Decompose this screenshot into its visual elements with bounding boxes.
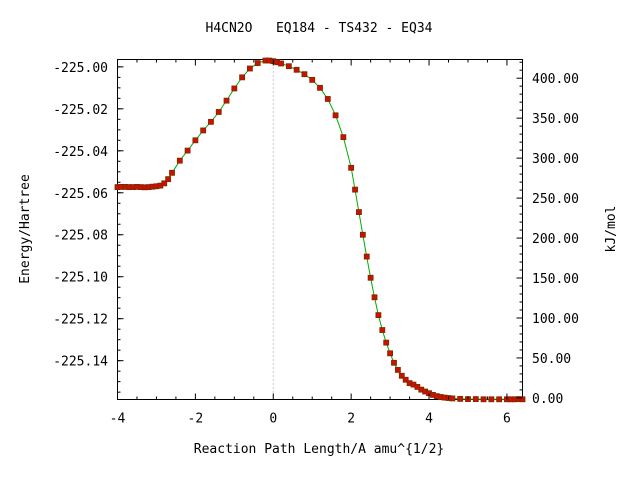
data-point — [247, 65, 253, 72]
plot-area — [114, 57, 526, 403]
data-point — [379, 327, 386, 333]
data-point — [285, 63, 292, 70]
data-point — [278, 60, 284, 67]
y2-tick-label: 300.00 — [532, 152, 579, 167]
data-point — [402, 376, 409, 383]
y2-axis-label: kJ/mol — [604, 206, 619, 253]
data-point — [231, 85, 238, 92]
data-point — [488, 396, 495, 403]
data-point — [348, 164, 355, 171]
data-point — [356, 209, 362, 215]
y-tick-label: -225.14 — [53, 355, 108, 370]
data-point — [359, 231, 366, 238]
data-point — [161, 180, 168, 187]
data-point — [293, 66, 300, 73]
data-point — [363, 253, 370, 260]
data-point — [496, 396, 503, 403]
data-point — [375, 312, 382, 319]
data-point — [457, 395, 464, 402]
x-tick-label: 6 — [503, 412, 511, 427]
x-axis-label: Reaction Path Length/A amu^{1/2} — [194, 442, 444, 457]
x-tick-label: -4 — [110, 412, 126, 427]
data-point — [371, 294, 378, 301]
data-point — [519, 396, 526, 403]
data-point — [223, 97, 230, 104]
data-point — [394, 367, 401, 373]
y-tick-label: -225.00 — [53, 61, 108, 76]
y-tick-label: -225.08 — [53, 229, 108, 244]
plot-frame — [117, 59, 523, 400]
x-axis: -4 -2 0 2 4 6 — [110, 59, 511, 427]
y-tick-label: -225.04 — [53, 145, 108, 160]
data-point — [480, 396, 487, 403]
y-tick-label: -225.06 — [53, 187, 108, 202]
data-point — [254, 60, 261, 66]
data-point — [192, 137, 199, 144]
data-point — [317, 84, 323, 91]
data-point — [352, 186, 358, 193]
series-markers — [114, 57, 526, 403]
data-point — [449, 395, 456, 402]
data-point — [324, 96, 331, 102]
data-point — [176, 157, 183, 164]
data-point — [367, 274, 374, 281]
data-point — [169, 169, 175, 176]
data-point — [391, 359, 397, 366]
data-point — [340, 134, 347, 141]
data-point — [184, 147, 191, 154]
data-point — [239, 74, 246, 81]
y-tick-label: -225.12 — [53, 313, 108, 328]
x-tick-label: -2 — [188, 412, 204, 427]
data-point — [301, 71, 308, 78]
data-point — [472, 396, 479, 402]
chart-title: H4CN2O EQ184 - TS432 - EQ34 — [206, 21, 433, 36]
data-point — [208, 118, 214, 125]
y-axis-right: 0.00 50.00 100.00 150.00 200.00 250.00 300.00 3… — [516, 61, 579, 407]
y-tick-label: -225.02 — [53, 103, 108, 118]
data-point — [383, 339, 390, 346]
y2-tick-label: 150.00 — [532, 272, 579, 287]
data-point — [200, 127, 207, 134]
x-tick-label: 2 — [347, 412, 355, 427]
y-axis-label: Energy/Hartree — [18, 174, 33, 284]
series-line — [117, 60, 523, 400]
y2-tick-label: 250.00 — [532, 192, 579, 207]
x-tick-label: 0 — [269, 412, 277, 427]
data-point — [387, 350, 393, 357]
y2-tick-label: 0.00 — [532, 392, 563, 407]
data-point — [309, 76, 316, 83]
y2-tick-label: 100.00 — [532, 312, 579, 327]
data-point — [165, 176, 172, 183]
y2-tick-label: 350.00 — [532, 112, 579, 127]
data-point — [332, 112, 339, 119]
data-point — [215, 109, 222, 115]
y2-tick-label: 400.00 — [532, 72, 579, 87]
y2-tick-label: 200.00 — [532, 232, 579, 247]
y-axis-left: -225.00 -225.02 -225.04 -225.06 -225.08 -225.… — [53, 61, 124, 393]
y2-tick-label: 50.00 — [532, 352, 571, 367]
data-point — [398, 372, 405, 379]
x-tick-label: 4 — [425, 412, 433, 427]
y-tick-label: -225.10 — [53, 271, 108, 286]
